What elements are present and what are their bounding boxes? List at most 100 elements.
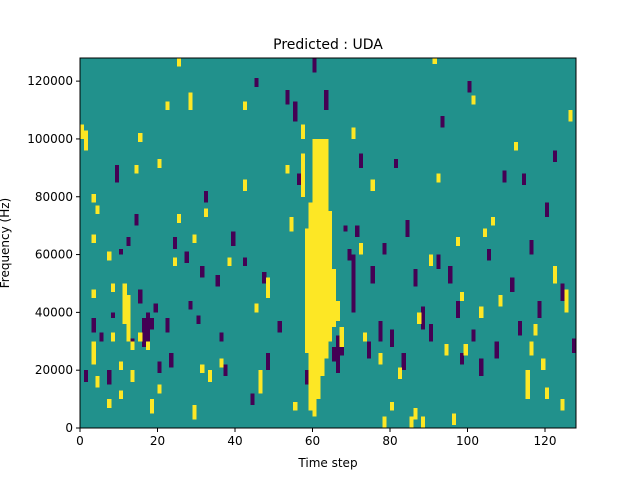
heatmap-cell-positive — [304, 228, 309, 353]
heatmap-cell-positive — [564, 289, 569, 313]
heatmap-cell-negative — [118, 248, 123, 255]
heatmap-cell-positive — [219, 358, 224, 368]
heatmap-cell-positive — [413, 407, 418, 420]
x-tick-label: 60 — [305, 434, 320, 448]
heatmap-cell-positive — [95, 375, 100, 388]
heatmap-cell-positive — [452, 413, 457, 426]
heatmap-cell-negative — [114, 164, 120, 183]
heatmap-cell-negative — [545, 202, 550, 217]
heatmap-cell-positive — [417, 312, 422, 324]
heatmap-cell-positive — [83, 130, 89, 151]
x-tick-label: 40 — [227, 434, 242, 448]
heatmap-cell-positive — [308, 202, 313, 411]
heatmap-cell-positive — [529, 341, 534, 356]
heatmap-cell-negative — [370, 266, 375, 284]
heatmap-cell-positive — [498, 295, 503, 307]
heatmap-cell-positive — [300, 124, 306, 139]
heatmap-cell-positive — [359, 243, 364, 255]
plot-frame — [79, 57, 577, 429]
heatmap-cell-positive — [409, 416, 414, 428]
heatmap-cell-positive — [390, 401, 395, 411]
heatmap-cell-positive — [293, 401, 298, 411]
y-tick-label: 80000 — [35, 190, 73, 204]
heatmap-cell-positive — [320, 138, 325, 376]
heatmap-cell-positive — [324, 138, 329, 359]
heatmap-cell-negative — [552, 150, 557, 163]
heatmap-cell-negative — [351, 254, 356, 313]
heatmap-cell-negative — [142, 318, 147, 348]
heatmap-cell-positive — [227, 257, 232, 267]
heatmap-cell-positive — [428, 254, 433, 267]
heatmap-cell-negative — [223, 364, 228, 376]
heatmap-cell-positive — [471, 95, 476, 105]
heatmap-cell-positive — [192, 404, 197, 420]
x-axis: 0 20 40 60 80 100 120 — [76, 428, 556, 448]
heatmap-cell-positive — [118, 361, 123, 371]
heatmap-cell-negative — [219, 332, 224, 342]
heatmap-cell-positive — [80, 124, 85, 139]
heatmap-cell-positive — [130, 370, 135, 382]
x-tick-label: 0 — [76, 434, 84, 448]
heatmap-cell-positive — [91, 341, 96, 365]
heatmap-cell-negative — [572, 338, 577, 353]
heatmap-cell-positive — [339, 326, 344, 348]
heatmap-cell-positive — [479, 306, 484, 319]
heatmap-cell-positive — [370, 179, 375, 191]
heatmap-cell-negative — [347, 248, 352, 261]
heatmap-cell-positive — [91, 234, 96, 243]
heatmap-cell-positive — [266, 277, 271, 298]
heatmap-cell-negative — [107, 370, 112, 385]
heatmap-cell-positive — [421, 416, 426, 428]
heatmap-cell-negative — [428, 323, 433, 342]
heatmap-cell-positive — [176, 58, 182, 67]
x-tick-label: 80 — [382, 434, 397, 448]
heatmap-cell-positive — [254, 303, 259, 313]
heatmap-cell-positive — [362, 332, 368, 342]
heatmap-cell-negative — [165, 318, 170, 333]
heatmap-cell-negative — [184, 251, 189, 264]
heatmap-cell-negative — [83, 370, 89, 382]
heatmap-cell-positive — [258, 370, 263, 394]
heatmap-cell-positive — [122, 283, 127, 324]
heatmap-cell-positive — [149, 399, 154, 414]
y-tick-label: 0 — [65, 421, 73, 435]
heatmap-cell-negative — [529, 240, 534, 255]
heatmap-cell-negative — [378, 321, 383, 342]
heatmap-cell-negative — [479, 358, 484, 376]
y-axis-label: Frequency (Hz) — [0, 198, 12, 289]
x-axis-label: Time step — [297, 456, 357, 470]
heatmap-cell-positive — [242, 179, 247, 191]
heatmap-cell-negative — [401, 352, 406, 371]
heatmap-cell-positive — [285, 164, 290, 174]
heatmap-cell-positive — [514, 141, 519, 151]
chart-title: Predicted : UDA — [273, 37, 383, 53]
y-tick-label: 60000 — [35, 248, 73, 262]
heatmap-cell-negative — [366, 341, 371, 359]
heatmap-cell-negative — [145, 312, 151, 350]
heatmap-cell-positive — [300, 153, 306, 197]
heatmap-cell-negative — [293, 101, 298, 122]
heatmap-cell-negative — [413, 269, 418, 287]
heatmap-cell-positive — [138, 133, 143, 142]
y-tick-label: 120000 — [27, 74, 73, 88]
heatmap-cell-positive — [204, 208, 209, 217]
heatmap-cell-positive — [165, 101, 170, 111]
heatmap-cell-positive — [188, 92, 193, 111]
heatmap-cell-negative — [254, 78, 259, 87]
heatmap-cell-negative — [204, 190, 209, 203]
heatmap-cell-negative — [111, 312, 116, 319]
heatmap-cell-positive — [444, 344, 449, 356]
heatmap-cell-negative — [382, 243, 387, 255]
heatmap-cell-positive — [455, 237, 461, 246]
heatmap-cell-positive — [463, 344, 468, 356]
heatmap-cell-positive — [111, 332, 116, 342]
x-tick-label: 20 — [150, 434, 165, 448]
heatmap-cell-negative — [157, 361, 162, 374]
heatmap-cell-negative — [153, 303, 158, 313]
y-tick-label: 40000 — [35, 305, 73, 319]
heatmap-cell-positive — [242, 101, 247, 111]
x-tick-label: 120 — [534, 434, 557, 448]
heatmap-cell-positive — [432, 58, 437, 64]
heatmap-cell-negative — [494, 341, 499, 359]
